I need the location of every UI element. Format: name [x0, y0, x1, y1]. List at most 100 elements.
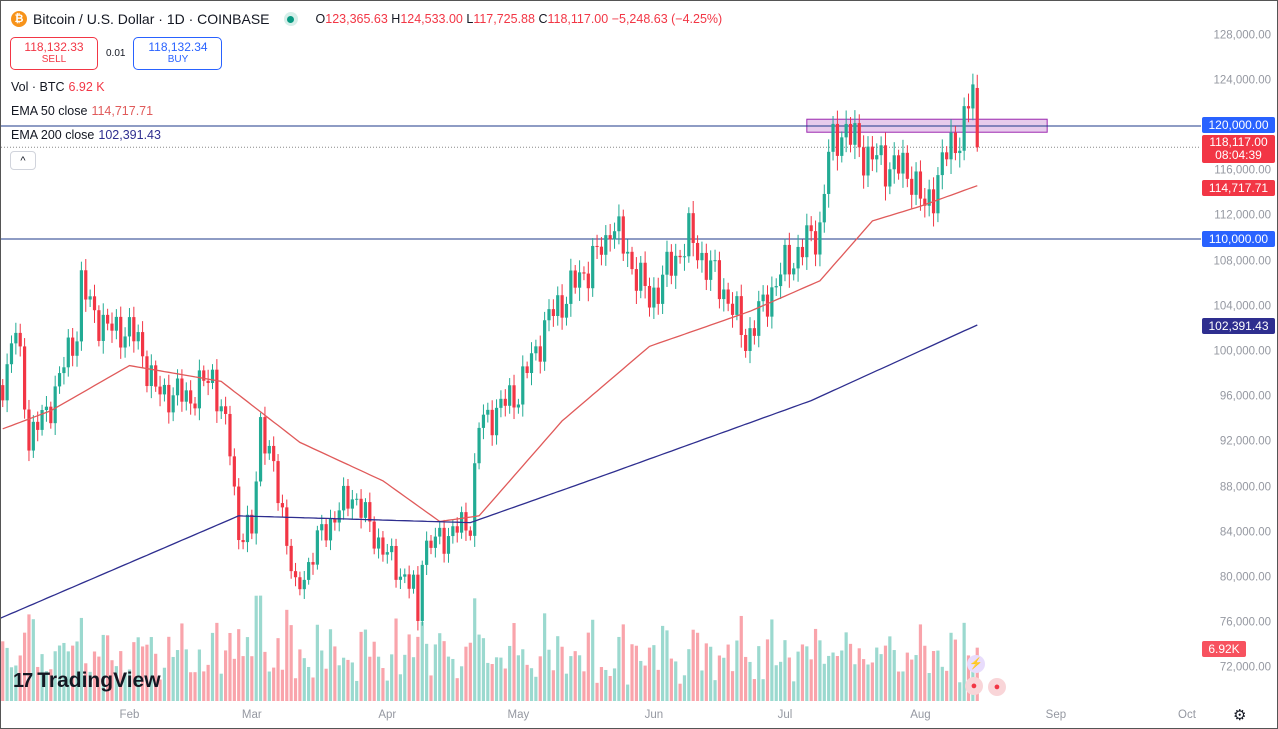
volume-legend[interactable]: Vol · BTC 6.92 K	[11, 80, 105, 94]
volume-bar	[516, 655, 520, 701]
volume-bar	[918, 624, 923, 701]
volume-bar	[700, 670, 704, 701]
volume-bar	[796, 651, 800, 701]
candle-up	[853, 123, 857, 145]
candle-down	[333, 518, 337, 523]
ema200-legend[interactable]: EMA 200 close 102,391.43	[11, 128, 161, 142]
volume-bar	[1, 641, 5, 701]
volume-bar	[779, 661, 783, 701]
buy-button[interactable]: 118,132.34 BUY	[133, 37, 223, 70]
candle-up	[390, 545, 394, 553]
sell-button[interactable]: 118,132.33 SELL	[10, 37, 98, 70]
candle-down	[595, 245, 599, 247]
volume-bar	[442, 641, 446, 701]
volume-bar	[551, 670, 555, 701]
time-axis-label: Jul	[777, 709, 793, 721]
volume-bar	[44, 671, 49, 701]
volume-bar	[962, 622, 966, 701]
candle-down	[813, 231, 818, 255]
collapse-legend-button[interactable]: ^	[10, 151, 36, 170]
candle-up	[245, 514, 250, 543]
candle-down	[84, 270, 88, 300]
ema50-line	[2, 185, 978, 523]
price-axis-label: 116,000.00	[1214, 164, 1271, 177]
candle-down	[298, 577, 302, 590]
last-price-tag: 118,117.00 08:04:39	[1202, 135, 1275, 163]
candle-up	[822, 193, 826, 223]
volume-bar	[420, 621, 424, 701]
volume-bar	[481, 638, 486, 701]
symbol-title[interactable]: Bitcoin / U.S. Dollar · 1D · COINBASE	[33, 11, 270, 27]
candle-up	[879, 145, 883, 156]
candle-up	[958, 150, 962, 154]
volume-bar	[355, 680, 359, 701]
volume-bar	[661, 625, 665, 701]
candle-down	[119, 316, 123, 348]
volume-bar	[307, 666, 311, 701]
candle-down	[289, 545, 293, 572]
volume-bar	[57, 645, 62, 701]
volume-bar	[22, 632, 27, 701]
ema50-legend[interactable]: EMA 50 close 114,717.71	[11, 104, 154, 118]
volume-bar	[446, 656, 451, 701]
volume-bar	[844, 632, 848, 701]
price-axis-label: 88,000.00	[1219, 481, 1271, 494]
volume-bar	[678, 683, 682, 701]
volume-bar	[626, 684, 630, 701]
volume-bar	[180, 623, 184, 701]
settings-gear-icon[interactable]: ⚙	[1233, 707, 1247, 724]
candle-down	[726, 289, 730, 304]
candle-down	[717, 260, 722, 300]
candle-up	[446, 536, 451, 554]
candle-down	[71, 337, 75, 356]
volume-bar	[210, 632, 215, 701]
volume-bar	[127, 669, 132, 701]
volume-bar	[263, 651, 267, 701]
candle-down	[468, 530, 472, 536]
candle-down	[870, 146, 874, 160]
candle-down	[241, 540, 245, 543]
volume-bar	[14, 665, 18, 701]
price-chart[interactable]	[1, 1, 1201, 706]
volume-bar	[232, 658, 236, 701]
candle-up	[569, 270, 573, 304]
candle-down	[189, 390, 193, 404]
price-axis-label: 124,000.00	[1213, 74, 1271, 87]
volume-bar	[656, 669, 660, 701]
volume-bar	[923, 645, 927, 701]
volume-bar	[783, 640, 787, 701]
volume-bar	[739, 615, 743, 701]
volume-bar	[311, 677, 315, 701]
candle-up	[888, 169, 892, 187]
candle-up	[44, 406, 49, 411]
candle-up	[254, 481, 258, 534]
tradingview-logo[interactable]: 17 TradingView	[13, 669, 161, 692]
us-flag-event-icon[interactable]: ●	[988, 678, 1006, 696]
volume-bar	[730, 671, 735, 701]
price-axis-label: 96,000.00	[1219, 390, 1271, 403]
us-flag-event-icon[interactable]: ●	[965, 677, 983, 695]
volume-bar	[827, 655, 831, 701]
candle-up	[940, 152, 944, 176]
volume-bar	[66, 651, 70, 701]
volume-bar	[735, 640, 739, 701]
volume-bar	[298, 649, 302, 701]
candle-down	[586, 273, 590, 289]
volume-bar	[390, 654, 394, 701]
volume-bar	[258, 595, 263, 701]
candle-up	[473, 463, 477, 536]
candle-down	[848, 123, 853, 145]
candle-down	[695, 242, 700, 261]
candle-up	[62, 367, 66, 374]
candle-down	[394, 545, 398, 580]
candle-up	[53, 386, 57, 424]
volume-bar	[652, 645, 656, 701]
candle-up	[792, 268, 796, 275]
volume-bar	[464, 646, 468, 701]
volume-bar	[569, 656, 573, 701]
candle-down	[263, 417, 267, 454]
volume-bar	[184, 649, 188, 701]
events-icon[interactable]: ⚡	[967, 655, 985, 673]
volume-bar	[857, 648, 861, 701]
candle-up	[385, 552, 389, 555]
